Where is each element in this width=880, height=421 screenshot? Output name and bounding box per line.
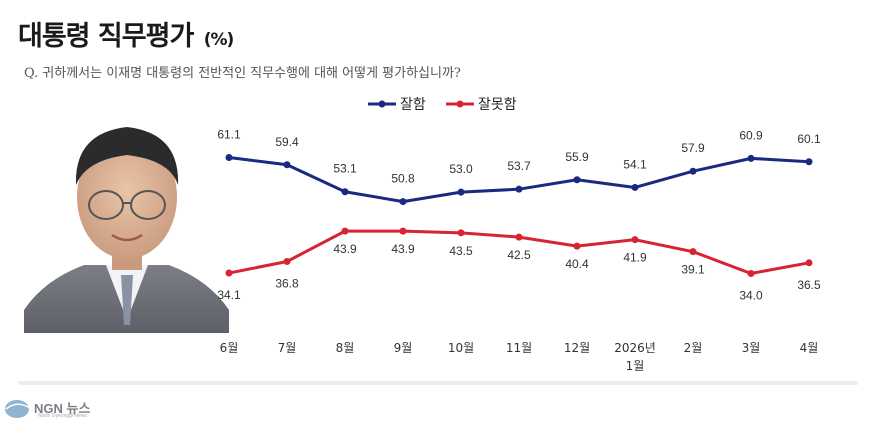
- footer-divider: [18, 381, 858, 385]
- x-tick-label-9-0: 3월: [742, 341, 761, 355]
- survey-question: Q. 귀하께서는 이재명 대통령의 전반적인 직무수행에 대해 어떻게 평가하십…: [24, 66, 461, 81]
- data-label-1-0: 34.1: [217, 288, 241, 302]
- data-point-0-3: [399, 198, 407, 206]
- x-tick-label-0-0: 6월: [220, 341, 239, 355]
- data-label-0-4: 53.0: [449, 162, 473, 176]
- data-label-1-10: 36.5: [797, 278, 821, 292]
- data-point-0-4: [457, 188, 465, 196]
- legend-marker-1: [456, 100, 464, 108]
- data-label-0-0: 61.1: [217, 128, 241, 142]
- data-label-1-8: 39.1: [681, 263, 705, 277]
- x-tick-label-8-0: 2월: [684, 341, 703, 355]
- legend-label-1: 잘못함: [478, 97, 517, 113]
- legend-marker-0: [378, 100, 386, 108]
- data-label-1-3: 43.9: [391, 242, 415, 256]
- page-title: 대통령 직무평가 (%): [18, 14, 235, 53]
- data-point-0-10: [805, 158, 813, 166]
- data-point-1-7: [631, 236, 639, 244]
- data-label-0-3: 50.8: [391, 172, 415, 186]
- data-label-1-4: 43.5: [449, 244, 473, 258]
- data-label-0-7: 54.1: [623, 157, 647, 171]
- x-tick-label-7-1: 1월: [626, 359, 645, 373]
- x-tick-label-1-0: 7월: [278, 341, 297, 355]
- data-label-0-6: 55.9: [565, 150, 589, 164]
- data-point-1-2: [341, 227, 349, 235]
- data-point-0-2: [341, 188, 349, 196]
- data-label-1-7: 41.9: [623, 251, 647, 265]
- data-point-1-6: [573, 242, 581, 250]
- data-label-0-9: 60.9: [739, 128, 763, 142]
- x-tick-label-7-0: 2026년: [614, 341, 656, 355]
- data-point-1-10: [805, 259, 813, 267]
- ngn-logo-icon: [5, 400, 31, 418]
- data-point-0-7: [631, 183, 639, 191]
- data-point-1-8: [689, 248, 697, 256]
- data-point-0-1: [283, 161, 291, 169]
- portrait-image: [24, 105, 229, 333]
- data-point-1-5: [515, 233, 523, 241]
- data-label-0-8: 57.9: [681, 141, 705, 155]
- data-label-1-1: 36.8: [275, 277, 299, 291]
- data-point-1-4: [457, 229, 465, 237]
- data-point-0-0: [225, 154, 233, 161]
- title-unit: (%): [203, 30, 235, 50]
- logo-subtext: North Gyeonggi News: [38, 413, 87, 419]
- data-point-0-6: [573, 176, 581, 184]
- x-tick-label-6-0: 12월: [564, 341, 590, 355]
- data-point-1-1: [283, 258, 291, 266]
- data-point-1-9: [747, 269, 755, 277]
- data-point-0-9: [747, 154, 755, 162]
- x-tick-label-2-0: 8월: [336, 341, 355, 355]
- title-text: 대통령 직무평가: [18, 21, 194, 52]
- data-point-1-3: [399, 227, 407, 235]
- x-tick-label-4-0: 10월: [448, 341, 474, 355]
- data-label-1-2: 43.9: [333, 242, 357, 256]
- data-point-0-5: [515, 185, 523, 193]
- data-label-1-6: 40.4: [565, 257, 589, 271]
- legend-label-0: 잘함: [400, 97, 426, 113]
- x-tick-label-5-0: 11월: [506, 341, 532, 355]
- data-label-0-5: 53.7: [507, 159, 531, 173]
- data-point-0-8: [689, 167, 697, 175]
- data-label-1-9: 34.0: [739, 288, 763, 302]
- data-label-0-1: 59.4: [275, 135, 299, 149]
- x-tick-label-10-0: 4월: [800, 341, 819, 355]
- data-label-0-10: 60.1: [797, 132, 821, 146]
- x-tick-label-3-0: 9월: [394, 341, 413, 355]
- logo-text: NGN 뉴스: [34, 401, 91, 416]
- chart-legend: 잘함 잘못함: [368, 97, 517, 113]
- data-label-1-5: 42.5: [507, 248, 531, 262]
- data-point-1-0: [225, 269, 233, 277]
- data-label-0-2: 53.1: [333, 162, 357, 176]
